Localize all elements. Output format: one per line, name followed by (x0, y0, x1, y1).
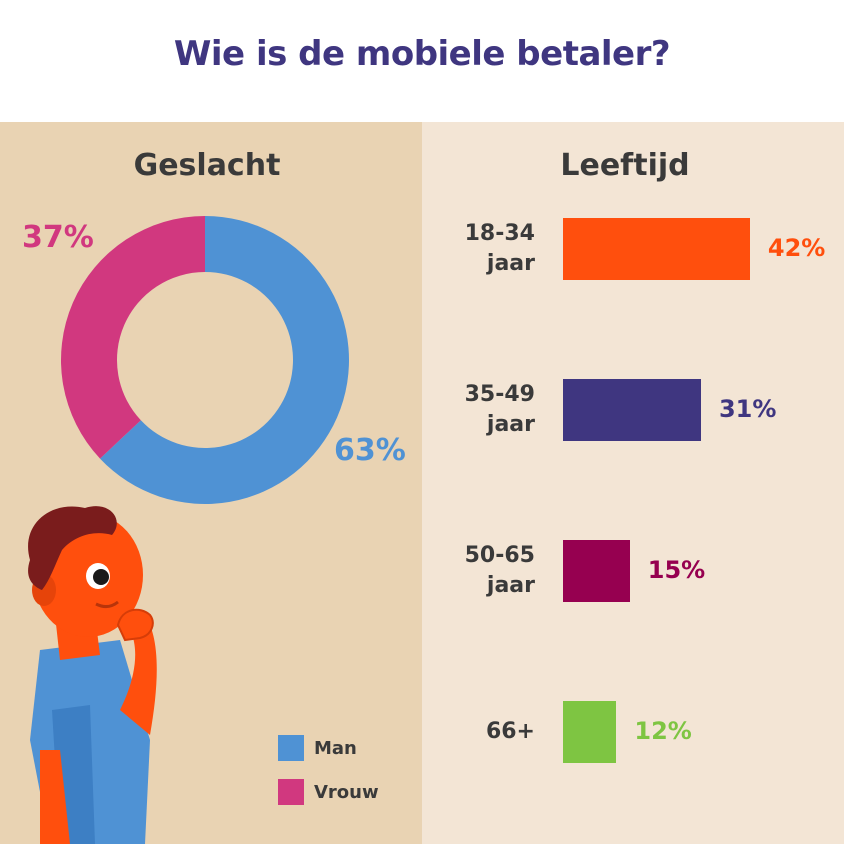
age-label-35-49: 35-49 jaar (464, 382, 535, 437)
age-value-66plus: 12% (634, 717, 692, 745)
age-bar-66plus (563, 701, 617, 763)
legend-item-vrouw: Vrouw (278, 778, 379, 806)
age-value-18-34: 42% (767, 234, 826, 262)
page-title: Wie is de mobiele betaler? (173, 34, 671, 74)
age-bar-50-65 (563, 540, 630, 602)
age-label-66plus: 66+ (485, 719, 535, 744)
gender-heading: Geslacht (133, 148, 281, 183)
thinking-man-illustration (28, 506, 157, 844)
age-label-18-34: 18-34 jaar (464, 221, 535, 276)
legend-label-man: Man (314, 737, 357, 759)
age-bar-35-49 (563, 379, 701, 441)
donut-slice-man (100, 216, 349, 504)
donut-slice-vrouw (61, 216, 206, 459)
age-bar-18-34 (563, 218, 750, 280)
age-label-50-65: 50-65 jaar (464, 543, 535, 598)
legend-label-vrouw: Vrouw (314, 781, 379, 803)
legend-item-man: Man (278, 734, 357, 762)
donut-label-vrouw: 37% (22, 220, 94, 255)
age-value-50-65: 15% (647, 556, 706, 584)
legend-swatch-vrouw (278, 779, 304, 805)
donut-label-man: 63% (334, 433, 406, 468)
age-value-35-49: 31% (718, 395, 777, 423)
age-heading: Leeftijd (560, 148, 690, 183)
legend-swatch-man (278, 735, 304, 761)
